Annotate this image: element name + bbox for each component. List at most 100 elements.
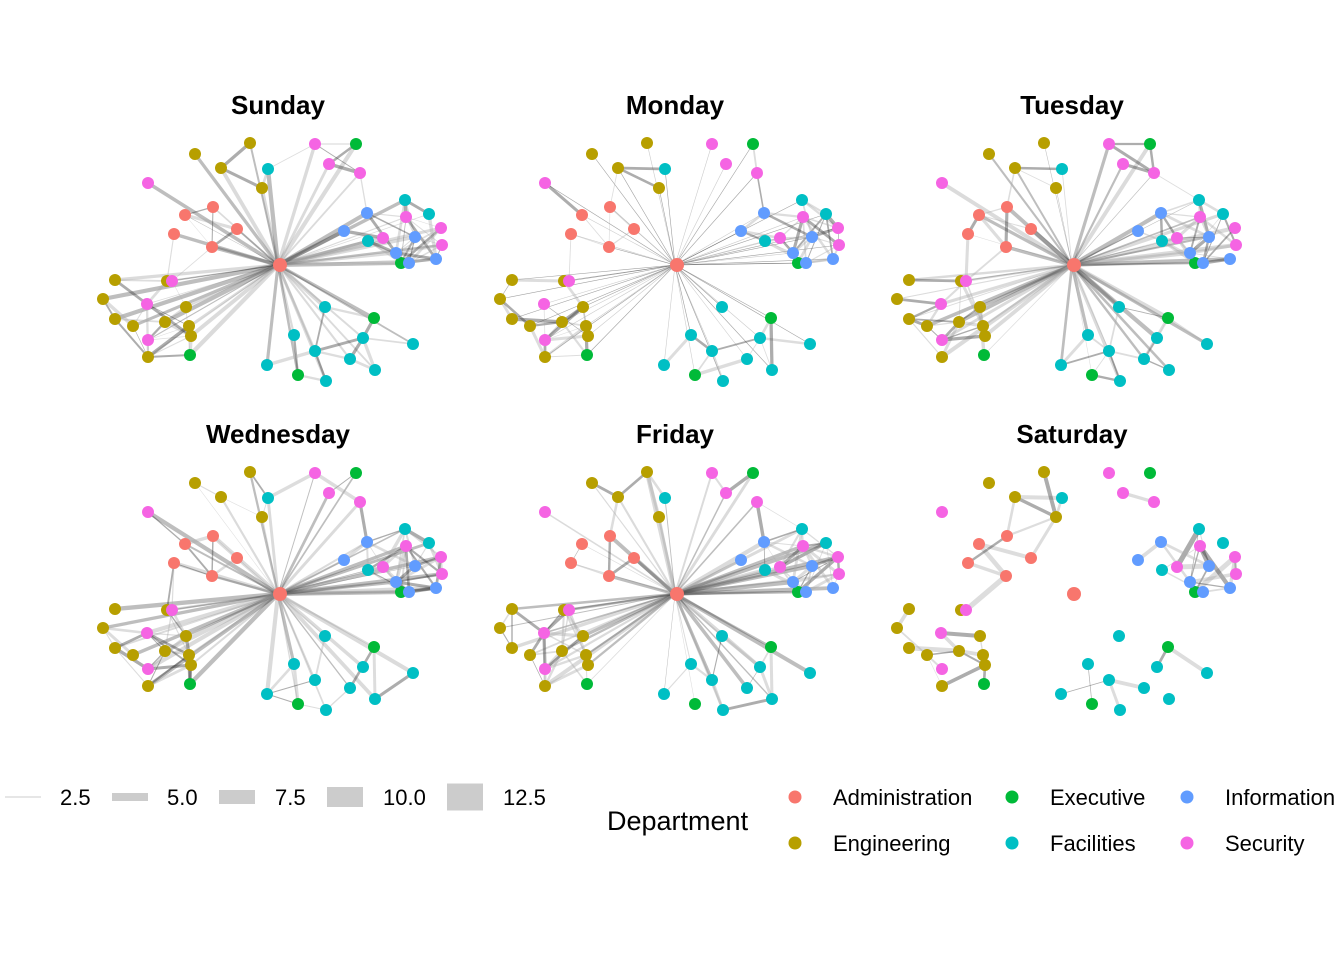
node-facilities <box>1201 667 1213 679</box>
edge <box>674 230 742 266</box>
edge <box>570 562 610 577</box>
edge <box>211 206 214 248</box>
node-facilities <box>1138 682 1150 694</box>
node-information <box>1203 560 1215 572</box>
node-security <box>538 627 550 639</box>
edges <box>101 141 443 383</box>
edge <box>277 593 375 648</box>
edge <box>188 593 279 656</box>
edge <box>664 168 676 266</box>
edge <box>211 574 279 596</box>
node-engineering <box>109 313 121 325</box>
node-engineering <box>256 182 268 194</box>
edge <box>102 592 279 630</box>
node-engineering <box>936 351 948 363</box>
node-engineering <box>142 680 154 692</box>
edge <box>965 246 1007 282</box>
edge <box>193 153 280 266</box>
node-facilities <box>399 523 411 535</box>
edge <box>674 264 772 319</box>
node-administration <box>1001 530 1013 542</box>
edge <box>896 297 942 306</box>
edge <box>1070 211 1163 267</box>
edge <box>591 482 676 595</box>
edge <box>756 501 803 530</box>
edge <box>988 153 1073 266</box>
edge <box>674 236 813 266</box>
node-administration <box>1025 552 1037 564</box>
node-security <box>935 627 947 639</box>
node-facilities <box>804 667 816 679</box>
node-security <box>720 487 732 499</box>
edge <box>114 318 166 323</box>
node-facilities <box>766 693 778 705</box>
edge <box>146 631 190 657</box>
edge <box>674 492 727 595</box>
node-engineering <box>215 491 227 503</box>
edge <box>266 497 280 595</box>
node-facilities <box>685 658 697 670</box>
node-security <box>436 239 448 251</box>
node-engineering <box>580 649 592 661</box>
edge <box>764 235 813 243</box>
node-executive <box>292 698 304 710</box>
edge <box>1160 212 1201 218</box>
edge <box>674 593 723 637</box>
edge <box>1029 516 1058 559</box>
node-executive <box>1162 641 1174 653</box>
node-engineering <box>244 466 256 478</box>
nodes <box>97 466 448 716</box>
edge <box>147 511 186 545</box>
edge <box>147 181 279 267</box>
edge <box>561 321 588 356</box>
node-facilities <box>357 661 369 673</box>
edge <box>277 264 351 360</box>
facet-title: Monday <box>626 90 725 120</box>
node-facilities <box>357 332 369 344</box>
node-engineering <box>183 320 195 332</box>
edge <box>261 516 279 595</box>
edge <box>608 496 620 537</box>
edge <box>277 472 316 595</box>
node-facilities <box>1217 537 1229 549</box>
edge <box>673 592 812 675</box>
edge <box>147 353 191 359</box>
node-information <box>361 536 373 548</box>
node-facilities <box>658 359 670 371</box>
edge <box>267 471 316 500</box>
edge <box>1029 227 1074 267</box>
node-engineering <box>641 466 653 478</box>
node-facilities <box>717 704 729 716</box>
node-security <box>1117 487 1129 499</box>
edge <box>1070 143 1111 266</box>
edge <box>543 593 676 634</box>
edge <box>977 542 1008 578</box>
edge <box>147 264 279 358</box>
edge <box>582 592 676 638</box>
node-facilities <box>1163 693 1175 705</box>
edge <box>1006 167 1016 208</box>
node-security <box>833 568 845 580</box>
edge <box>585 264 676 327</box>
node-security <box>936 506 948 518</box>
edge <box>511 592 676 611</box>
nodes <box>494 466 845 716</box>
node-facilities <box>309 345 321 357</box>
edge <box>779 541 827 569</box>
edge <box>146 591 279 636</box>
legend-key-engineering <box>788 836 802 850</box>
node-facilities <box>1113 301 1125 313</box>
legend-label: Security <box>1225 831 1304 856</box>
edge <box>404 545 411 593</box>
node-security <box>936 334 948 346</box>
edge <box>276 163 331 266</box>
edges <box>499 470 841 712</box>
node-information <box>1184 247 1196 259</box>
edge <box>395 573 443 583</box>
facet-tuesday: Tuesday <box>891 90 1242 387</box>
node-administration <box>1025 223 1037 235</box>
edge <box>276 263 327 309</box>
edge <box>543 650 564 687</box>
node-administration <box>576 209 588 221</box>
edge <box>277 541 368 595</box>
